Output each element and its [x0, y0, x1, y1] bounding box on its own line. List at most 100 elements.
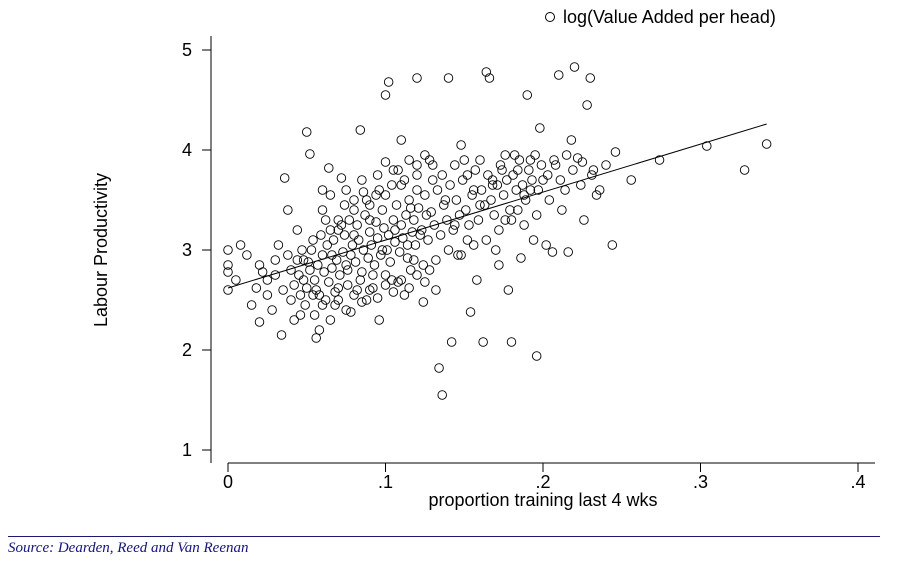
data-point: [588, 165, 599, 175]
fitted-line: [227, 123, 767, 289]
data-point: [361, 195, 372, 205]
data-point: [316, 230, 326, 240]
data-point: [468, 240, 479, 250]
data-point: [420, 150, 430, 160]
data-point: [374, 315, 384, 325]
data-point: [353, 235, 364, 245]
data-point: [402, 253, 413, 263]
data-point: [454, 210, 465, 220]
data-point: [525, 185, 536, 195]
data-point: [388, 287, 399, 297]
data-point: [462, 235, 473, 245]
data-point: [497, 165, 507, 175]
data-point: [535, 123, 545, 133]
data-point: [380, 190, 391, 200]
data-point: [336, 220, 347, 230]
data-point: [295, 310, 306, 320]
data-point: [484, 73, 495, 83]
data-point: [554, 70, 564, 80]
data-point: [349, 195, 359, 205]
data-point: [431, 255, 441, 265]
data-point: [320, 295, 331, 305]
legend-label: log(Value Added per head): [563, 7, 776, 27]
data-point: [223, 285, 233, 295]
data-point: [424, 155, 435, 165]
data-point: [538, 175, 548, 185]
data-point: [324, 277, 334, 287]
data-point: [434, 363, 444, 373]
data-point: [464, 220, 474, 230]
data-point: [385, 257, 395, 267]
data-point: [363, 253, 373, 263]
data-point: [418, 297, 429, 307]
data-point: [302, 127, 312, 137]
data-point: [531, 351, 542, 361]
data-point: [506, 337, 517, 347]
data-point: [519, 220, 529, 230]
data-point: [486, 195, 496, 205]
data-point: [398, 233, 408, 243]
data-point: [563, 247, 573, 257]
data-point: [294, 270, 304, 280]
data-point: [314, 325, 325, 335]
data-point: [344, 215, 355, 225]
data-point: [324, 163, 334, 173]
data-point: [341, 305, 351, 315]
data-point: [428, 175, 438, 185]
data-point: [325, 225, 336, 235]
data-point: [254, 317, 265, 327]
data-point: [361, 295, 372, 305]
data-point: [601, 160, 611, 170]
data-point: [525, 155, 536, 165]
data-point: [333, 295, 344, 305]
data-point: [536, 160, 547, 170]
data-point: [428, 160, 438, 170]
data-point: [402, 240, 413, 250]
data-point: [355, 275, 366, 285]
data-point: [508, 170, 518, 180]
data-point: [498, 190, 509, 200]
data-point: [522, 90, 533, 100]
data-point: [349, 290, 359, 300]
x-axis-title: proportion training last 4 wks: [428, 490, 657, 510]
data-point: [467, 190, 477, 200]
data-point: [557, 205, 567, 215]
data-point: [415, 230, 425, 240]
data-point: [393, 277, 403, 287]
data-point: [298, 275, 309, 285]
data-point: [365, 200, 375, 210]
data-point: [333, 225, 344, 235]
data-point: [544, 195, 555, 205]
x-tick-label: .3: [693, 472, 708, 492]
data-point: [405, 265, 416, 275]
data-point: [346, 307, 356, 317]
data-point: [368, 270, 378, 280]
y-tick-label: 2: [182, 340, 192, 360]
data-point: [594, 185, 605, 195]
data-point: [311, 333, 321, 343]
y-tick-label: 5: [182, 40, 192, 60]
data-point: [569, 62, 580, 72]
data-point: [591, 190, 602, 200]
data-point: [369, 260, 380, 270]
data-point: [223, 245, 233, 255]
data-point: [347, 240, 358, 250]
data-point: [352, 285, 362, 295]
data-point: [396, 135, 407, 145]
data-point: [303, 257, 314, 267]
data-point: [561, 150, 572, 160]
data-point: [387, 180, 397, 190]
data-point: [492, 180, 503, 190]
data-point: [317, 185, 328, 195]
data-point: [517, 180, 528, 190]
data-point: [472, 275, 482, 285]
data-point: [566, 135, 577, 145]
data-point: [376, 250, 386, 260]
data-point: [357, 175, 367, 185]
data-point: [437, 390, 447, 400]
data-point: [388, 165, 399, 175]
data-point: [286, 295, 296, 305]
data-point: [350, 257, 361, 267]
data-point: [585, 73, 596, 83]
data-point: [283, 205, 293, 215]
